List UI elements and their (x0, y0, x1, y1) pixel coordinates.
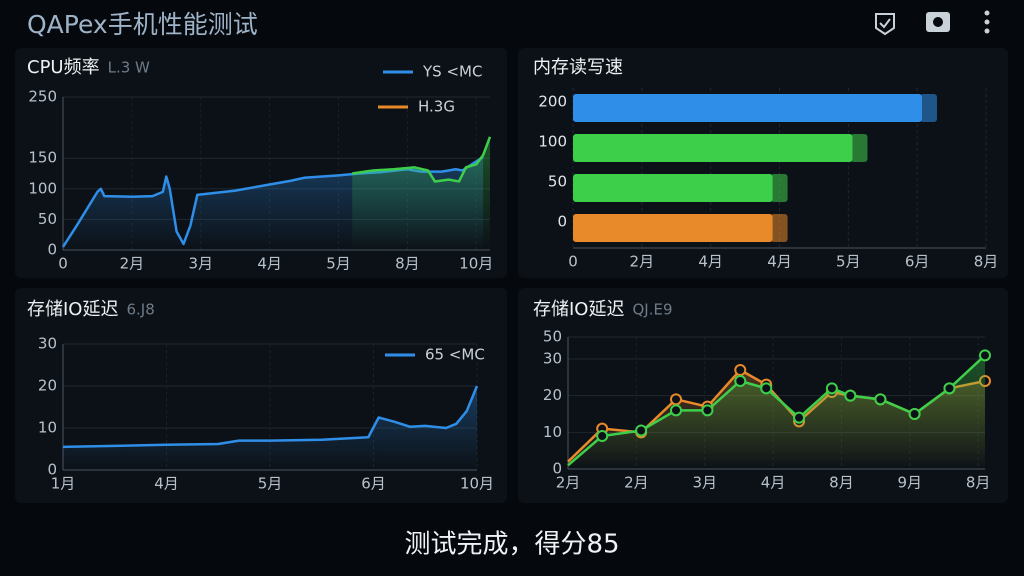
x-tick-label: 6月 (905, 253, 930, 271)
x-tick-label: 2月 (120, 255, 145, 273)
x-tick-label: 5月 (326, 255, 351, 273)
x-tick-label: 1月 (51, 475, 76, 493)
bar-tip (770, 174, 788, 202)
legend-label: 65 <MC (425, 346, 485, 364)
y-tick-label: 50 (548, 173, 567, 191)
panel (15, 288, 507, 503)
bar (573, 94, 922, 122)
x-tick-label: 8月 (395, 255, 420, 273)
chart-title: 存储IO延迟 (533, 299, 624, 320)
x-tick-label: 8月 (829, 474, 854, 492)
point-marker (825, 382, 838, 395)
x-tick-label: 4月 (761, 474, 786, 492)
app-title: QAPex手机性能测试 (27, 10, 258, 39)
x-tick-label: 2月 (624, 474, 649, 492)
y-tick-label: 0 (47, 461, 57, 479)
y-tick-label: 200 (538, 93, 567, 111)
x-tick-label: 5月 (836, 253, 861, 271)
point-marker (701, 404, 714, 417)
y-tick-label: 50 (543, 328, 562, 346)
chart-title: CPU频率 (27, 57, 100, 78)
legend-label: YS <MC (422, 63, 482, 81)
y-tick-label: 50 (38, 210, 57, 228)
verify-icon[interactable] (875, 13, 895, 36)
x-tick-label: 8月 (966, 474, 991, 492)
chart-subtitle: L.3 W (108, 59, 150, 77)
bar-tip (850, 134, 868, 162)
x-tick-label: 4月 (257, 255, 282, 273)
x-tick-label: 2月 (630, 253, 655, 271)
x-tick-label: 6月 (361, 475, 386, 493)
x-tick-label: 0 (58, 255, 68, 273)
point-marker (734, 364, 747, 376)
y-tick-label: 30 (38, 335, 57, 353)
y-tick-label: 30 (543, 350, 562, 368)
line-series (352, 136, 492, 183)
chart-subtitle: 6.J8 (126, 301, 154, 319)
x-tick-label: 4月 (767, 253, 792, 271)
camera-icon[interactable] (926, 12, 950, 32)
x-tick-label: 2月 (556, 474, 581, 492)
x-tick-label: 4月 (154, 475, 179, 493)
point-marker (670, 393, 683, 406)
line-area (568, 355, 985, 469)
x-tick-label: 8月 (974, 253, 999, 271)
chart-title: 内存读写速 (533, 57, 623, 78)
legend-label: H.3G (418, 98, 455, 116)
y-tick-label: 20 (38, 377, 57, 395)
y-tick-label: 100 (538, 133, 567, 151)
line-area (352, 136, 490, 250)
chart-subtitle: QJ.E9 (632, 301, 672, 319)
bar (573, 214, 773, 242)
point-marker (596, 430, 609, 442)
point-marker (844, 389, 857, 402)
line-series (567, 354, 986, 467)
point-marker (979, 349, 991, 362)
x-tick-label: 9月 (898, 474, 923, 492)
y-tick-label: 0 (557, 213, 567, 231)
bar-tip (919, 94, 937, 122)
y-tick-label: 20 (543, 386, 562, 404)
x-tick-label: 3月 (692, 474, 717, 492)
y-tick-label: 0 (47, 241, 57, 259)
y-tick-label: 10 (38, 419, 57, 437)
y-tick-label: 10 (543, 423, 562, 441)
x-tick-label: 10月 (459, 255, 493, 273)
point-marker (943, 382, 956, 395)
point-marker (793, 411, 806, 424)
chart-title: 存储IO延迟 (27, 299, 118, 320)
y-tick-label: 0 (552, 460, 562, 478)
line-area (63, 386, 477, 470)
point-marker (908, 408, 921, 420)
menu-icon[interactable] (984, 10, 990, 34)
point-marker (760, 382, 773, 395)
status-text: 测试完成，得分85 (404, 530, 619, 560)
y-tick-label: 150 (28, 149, 57, 167)
point-marker (670, 404, 683, 417)
y-tick-label: 250 (28, 88, 57, 106)
x-tick-label: 0 (568, 253, 578, 271)
point-marker (734, 375, 747, 387)
y-tick-label: 100 (28, 179, 57, 197)
point-marker (874, 393, 887, 406)
bar (573, 174, 773, 202)
line-series (62, 385, 479, 449)
x-tick-label: 5月 (258, 475, 283, 493)
x-tick-label: 10月 (460, 475, 494, 493)
x-tick-label: 4月 (698, 253, 723, 271)
bar-tip (770, 214, 788, 242)
point-marker (635, 424, 648, 437)
panel (518, 48, 1008, 278)
x-tick-label: 3月 (188, 255, 213, 273)
bar (573, 134, 853, 162)
